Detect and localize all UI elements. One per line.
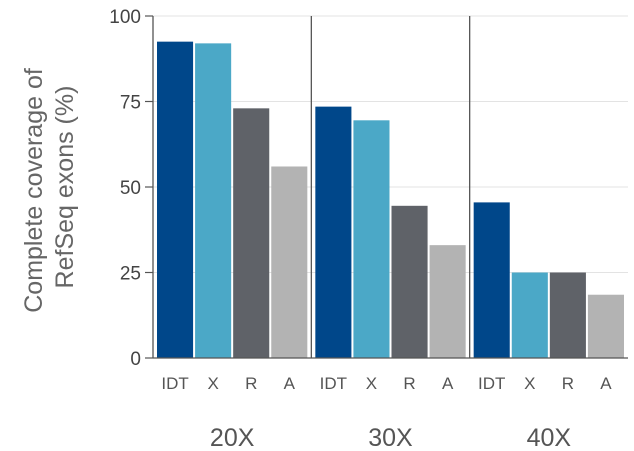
x-tick-label: X: [366, 374, 377, 393]
y-axis-label: Complete coverage of RefSeq exons (%): [20, 61, 79, 313]
bar-30X-R: [391, 205, 428, 358]
bar-20X-X: [195, 43, 232, 359]
x-tick-label: X: [524, 374, 535, 393]
bar-20X-IDT: [157, 41, 194, 359]
x-tick-label: R: [245, 374, 257, 393]
y-tick-label: 100: [109, 7, 141, 28]
bar-30X-IDT: [315, 106, 352, 358]
x-tick-labels: IDT X R A IDT X R A IDT X R A: [161, 374, 612, 393]
y-tick-label: 75: [120, 93, 141, 114]
bar-40X-IDT: [473, 202, 510, 358]
x-tick-label: IDT: [161, 374, 188, 393]
y-tick-label: 50: [120, 178, 141, 199]
group-label-20X: 20X: [210, 424, 255, 451]
bars: [157, 41, 624, 359]
bar-40X-R: [549, 272, 586, 358]
x-tick-label: A: [442, 374, 454, 393]
group-separators: [310, 16, 471, 358]
bar-40X-A: [587, 294, 624, 358]
group-label-40X: 40X: [527, 424, 572, 451]
group-labels: 20X 30X 40X: [210, 424, 571, 451]
x-tick-label: R: [403, 374, 415, 393]
bar-30X-X: [353, 120, 390, 358]
group-label-30X: 30X: [368, 424, 413, 451]
y-tick-label: 0: [130, 349, 141, 370]
gridlines: [153, 15, 628, 273]
x-tick-label: X: [207, 374, 218, 393]
x-tick-label: A: [284, 374, 296, 393]
x-tick-label: A: [600, 374, 612, 393]
y-tick-labels: 0 25 50 75 100: [109, 7, 141, 370]
x-tick-label: R: [562, 374, 574, 393]
bar-40X-X: [511, 272, 548, 358]
bar-20X-A: [271, 166, 308, 358]
x-tick-label: IDT: [478, 374, 505, 393]
bar-30X-A: [429, 245, 466, 358]
y-tick-label: 25: [120, 264, 141, 285]
bar-20X-R: [233, 108, 270, 358]
axes: [145, 15, 628, 359]
x-tick-label: IDT: [320, 374, 347, 393]
